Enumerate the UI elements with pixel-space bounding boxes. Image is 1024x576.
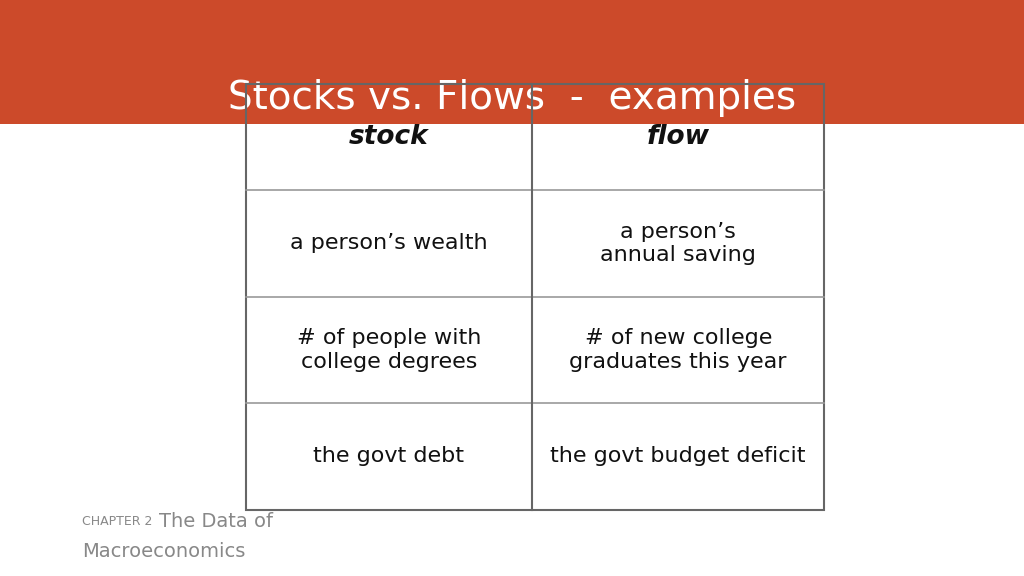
- Bar: [0, 0, 1024, 124]
- Text: flow: flow: [647, 124, 710, 150]
- Text: a person’s
annual saving: a person’s annual saving: [600, 222, 756, 265]
- Text: the govt debt: the govt debt: [313, 446, 465, 467]
- Text: The Data of: The Data of: [159, 512, 272, 530]
- Text: CHAPTER 2: CHAPTER 2: [82, 515, 153, 528]
- Text: the govt budget deficit: the govt budget deficit: [551, 446, 806, 467]
- Text: a person’s wealth: a person’s wealth: [290, 233, 487, 253]
- Text: Stocks vs. Flows  -  examples: Stocks vs. Flows - examples: [228, 79, 796, 117]
- Text: stock: stock: [349, 124, 429, 150]
- Text: # of people with
college degrees: # of people with college degrees: [297, 328, 481, 372]
- Text: Macroeconomics: Macroeconomics: [82, 543, 246, 561]
- Text: # of new college
graduates this year: # of new college graduates this year: [569, 328, 787, 372]
